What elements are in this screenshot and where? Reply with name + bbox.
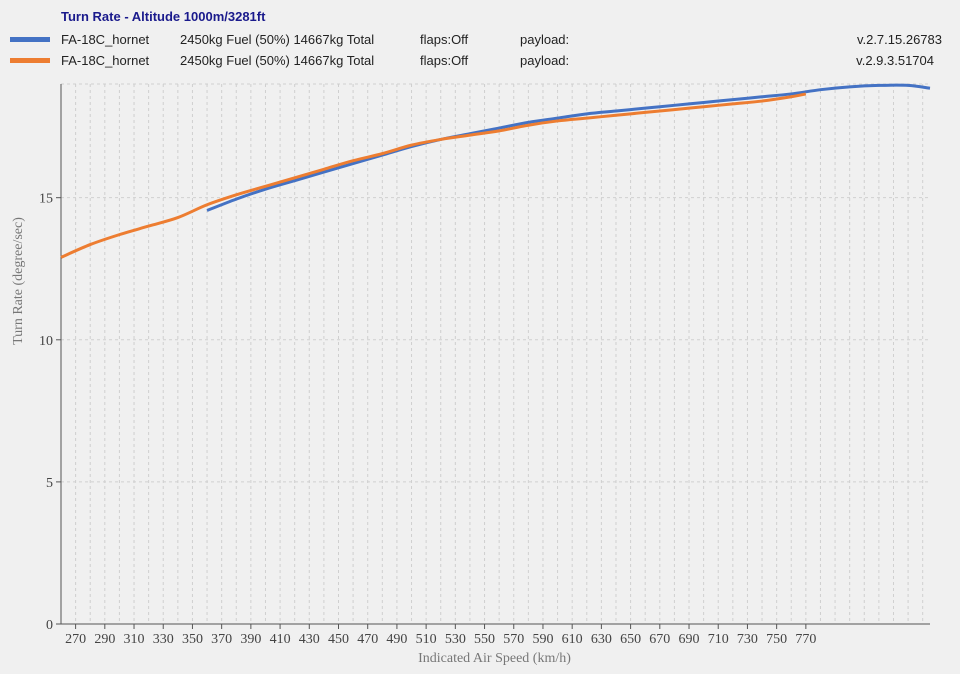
x-tick-label: 690 xyxy=(679,632,700,647)
x-tick-label: 610 xyxy=(562,632,583,647)
legend-payload-2: payload: xyxy=(520,53,570,68)
series-line-2 xyxy=(60,92,807,259)
x-tick-label: 390 xyxy=(240,632,261,647)
x-tick-label: 290 xyxy=(94,632,115,647)
x-tick-label: 670 xyxy=(649,632,670,647)
x-tick-label: 570 xyxy=(503,632,524,647)
legend-swatch-2 xyxy=(10,58,50,63)
x-tick-label: 430 xyxy=(299,632,320,647)
x-tick-label: 750 xyxy=(766,632,787,647)
x-tick-label: 510 xyxy=(416,632,437,647)
y-axis-label: Turn Rate (degree/sec) xyxy=(11,217,26,345)
y-tick-label: 0 xyxy=(46,618,53,633)
y-tick-label: 5 xyxy=(46,476,53,491)
x-tick-label: 650 xyxy=(620,632,641,647)
x-tick-label: 310 xyxy=(124,632,145,647)
x-tick-label: 350 xyxy=(182,632,203,647)
x-tick-label: 710 xyxy=(708,632,729,647)
legend-entry-1[interactable]: FA-18C_hornet 2450kg Fuel (50%) 14667kg … xyxy=(0,32,960,50)
y-tick-label: 10 xyxy=(39,334,53,349)
x-axis-label: Indicated Air Speed (km/h) xyxy=(418,651,571,666)
x-tick-label: 370 xyxy=(211,632,232,647)
x-tick-label: 590 xyxy=(532,632,553,647)
legend-flaps-2: flaps:Off xyxy=(420,53,469,68)
series-line-1 xyxy=(206,83,931,212)
x-tick-label: 410 xyxy=(270,632,291,647)
legend-flaps-1: flaps:Off xyxy=(420,32,469,47)
x-tick-label: 770 xyxy=(795,632,816,647)
legend-payload-1: payload: xyxy=(520,32,570,47)
legend-version-2: v.2.9.3.51704 xyxy=(856,53,934,68)
chart-title: Turn Rate - Altitude 1000m/3281ft xyxy=(61,9,266,24)
legend-name-2: FA-18C_hornet xyxy=(61,53,150,68)
x-tick-label: 550 xyxy=(474,632,495,647)
x-tick-label: 630 xyxy=(591,632,612,647)
legend-fuel-2: 2450kg Fuel (50%) 14667kg Total xyxy=(180,53,375,68)
legend-fuel-1: 2450kg Fuel (50%) 14667kg Total xyxy=(180,32,375,47)
x-tick-label: 330 xyxy=(153,632,174,647)
y-tick-label: 15 xyxy=(39,192,53,207)
legend-swatch-1 xyxy=(10,37,50,42)
x-tick-label: 270 xyxy=(65,632,86,647)
x-tick-label: 730 xyxy=(737,632,758,647)
x-tick-label: 450 xyxy=(328,632,349,647)
x-tick-label: 470 xyxy=(357,632,378,647)
x-tick-label: 530 xyxy=(445,632,466,647)
x-tick-label: 490 xyxy=(386,632,407,647)
legend-entry-2[interactable]: FA-18C_hornet 2450kg Fuel (50%) 14667kg … xyxy=(0,53,960,71)
legend-name-1: FA-18C_hornet xyxy=(61,32,150,47)
legend-version-1: v.2.7.15.26783 xyxy=(856,32,942,47)
